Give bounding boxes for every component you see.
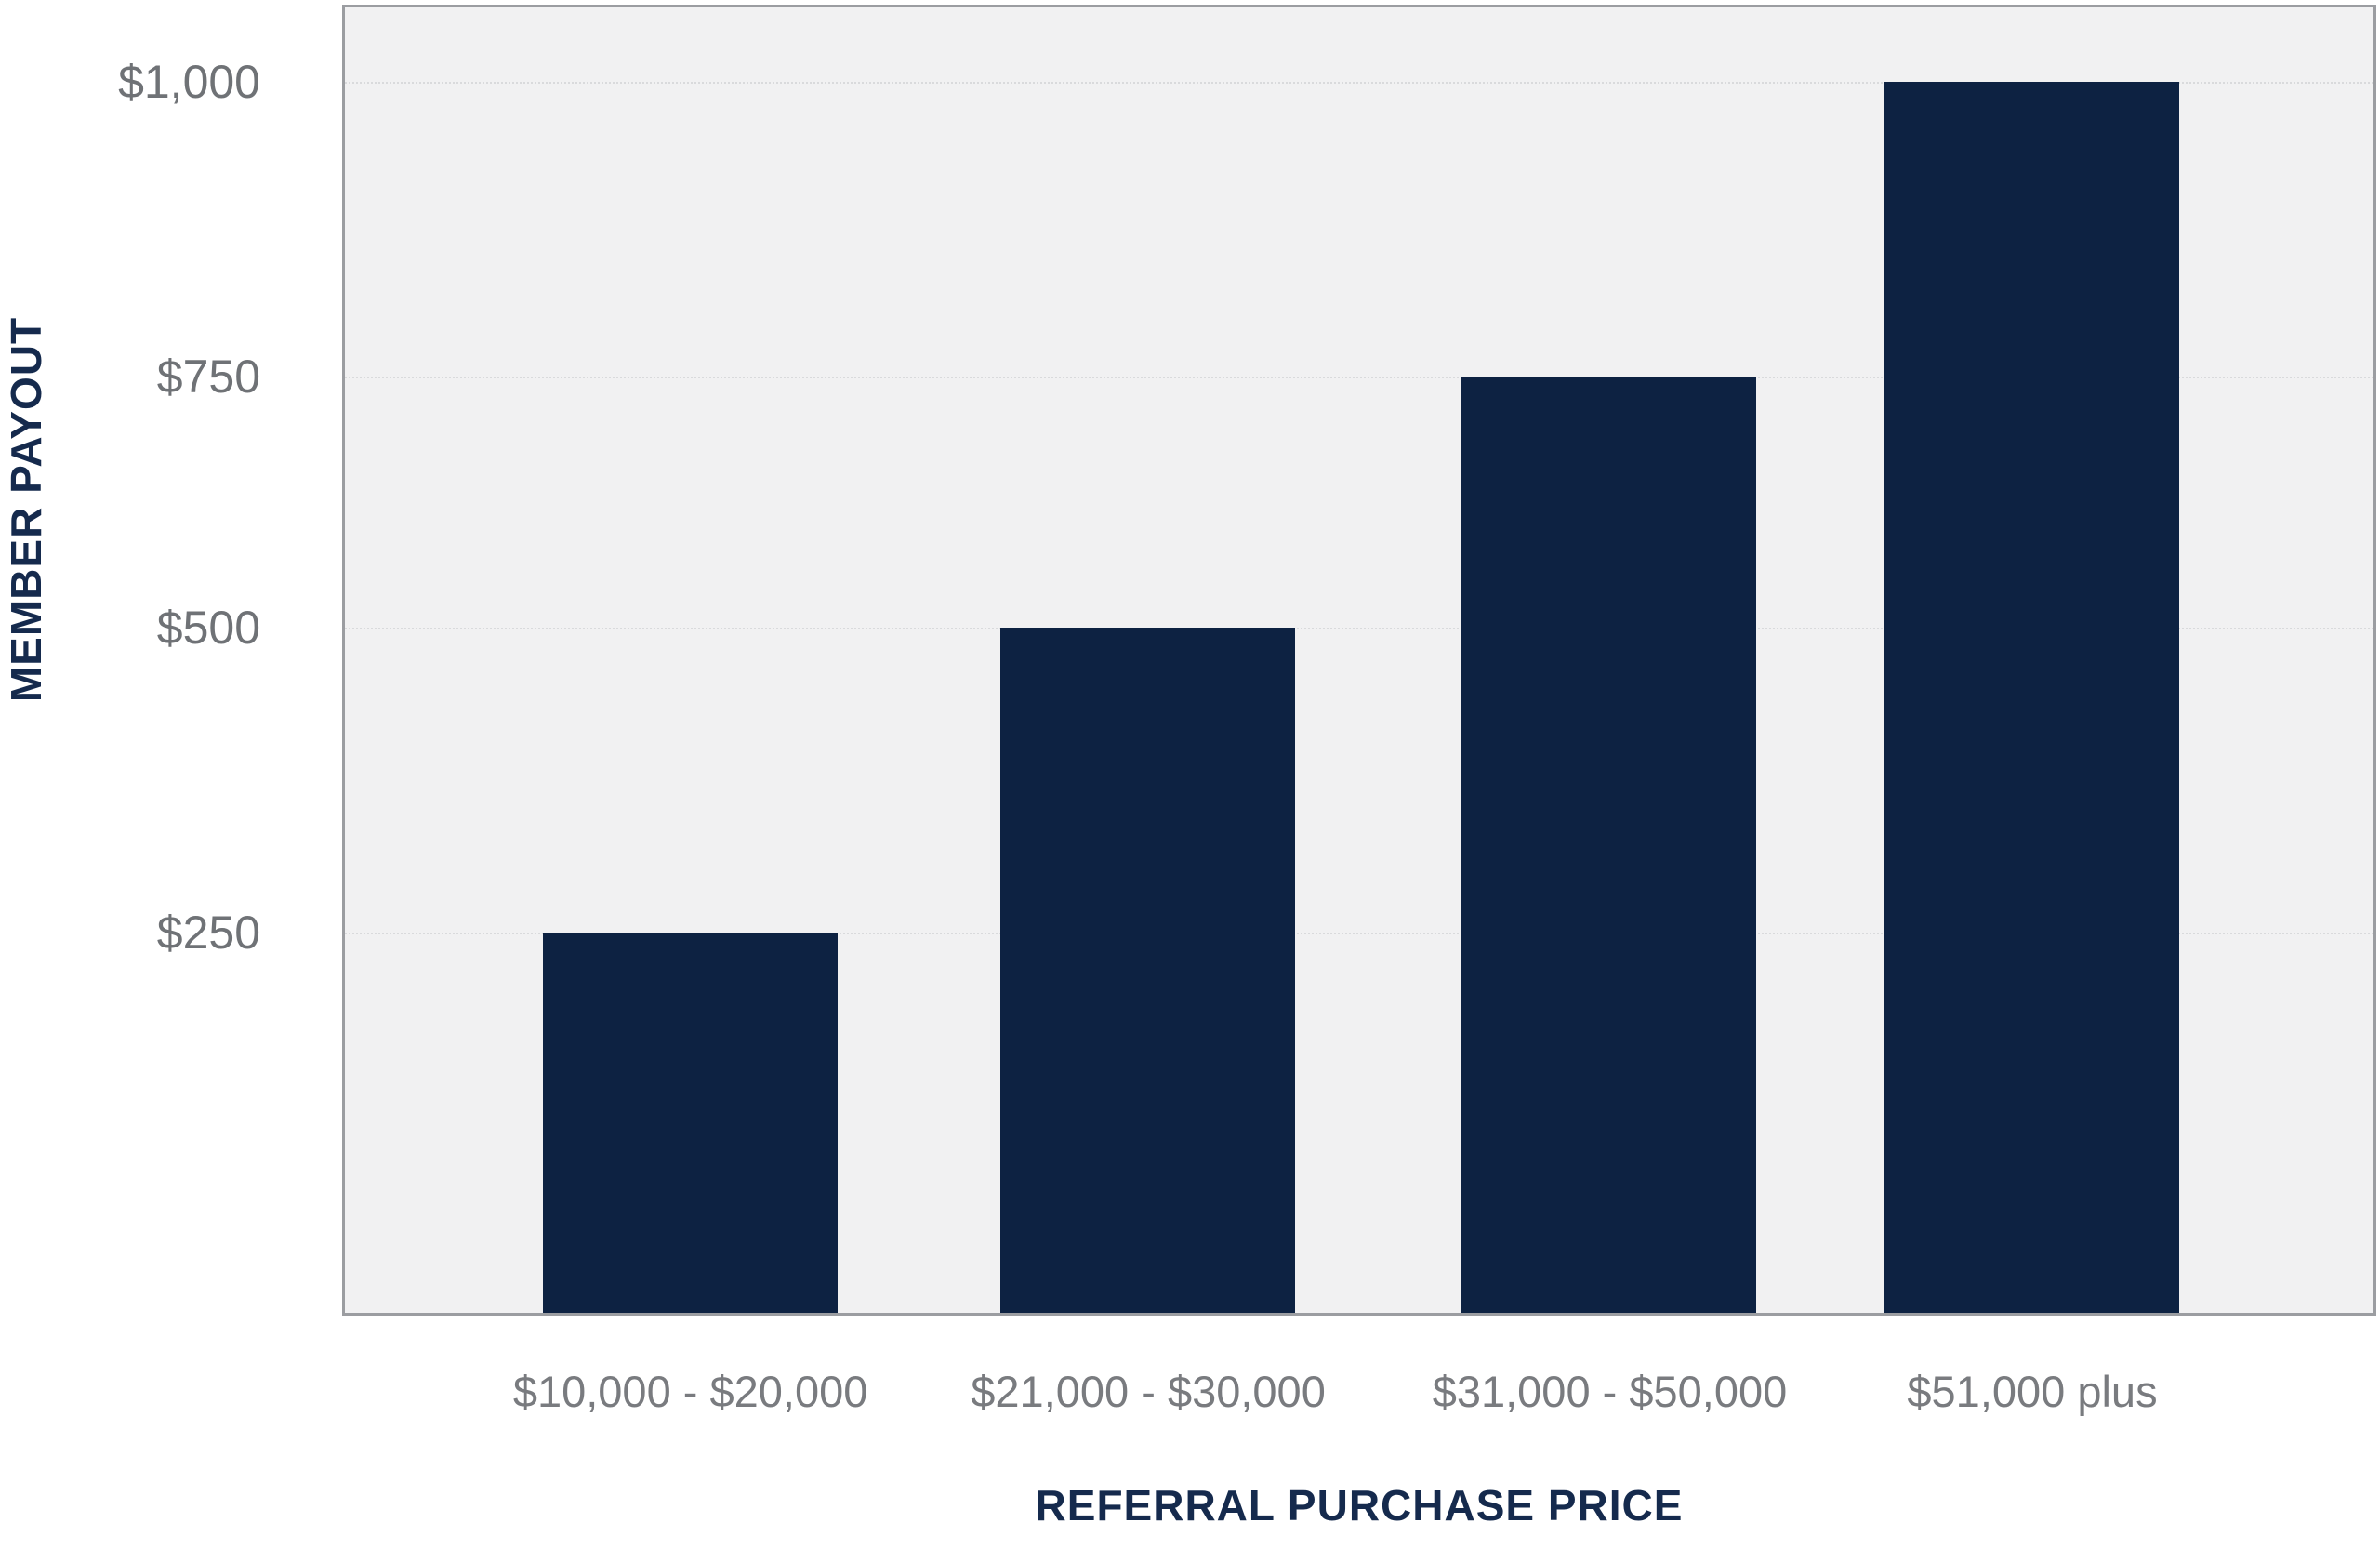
bar: [1461, 377, 1756, 1313]
x-tick-label: $10,000 - $20,000: [512, 1367, 868, 1416]
x-tick-label: $21,000 - $30,000: [971, 1367, 1326, 1416]
plot-area: [342, 5, 2376, 1316]
gridline: [345, 933, 2373, 935]
gridline: [345, 82, 2373, 85]
gridline: [345, 627, 2373, 629]
y-tick-label: $500: [156, 601, 260, 654]
y-tick-label: $1,000: [118, 56, 260, 109]
bar: [542, 933, 838, 1313]
x-axis-title: REFERRAL PURCHASE PRICE: [1035, 1481, 1684, 1529]
bar: [1884, 82, 2179, 1313]
y-tick-label: $250: [156, 907, 260, 960]
gridline: [345, 377, 2373, 379]
bar: [1000, 627, 1296, 1313]
x-tick-label: $51,000 plus: [1907, 1367, 2158, 1416]
y-tick-label: $750: [156, 351, 260, 404]
x-tick-label: $31,000 - $50,000: [1432, 1367, 1788, 1416]
